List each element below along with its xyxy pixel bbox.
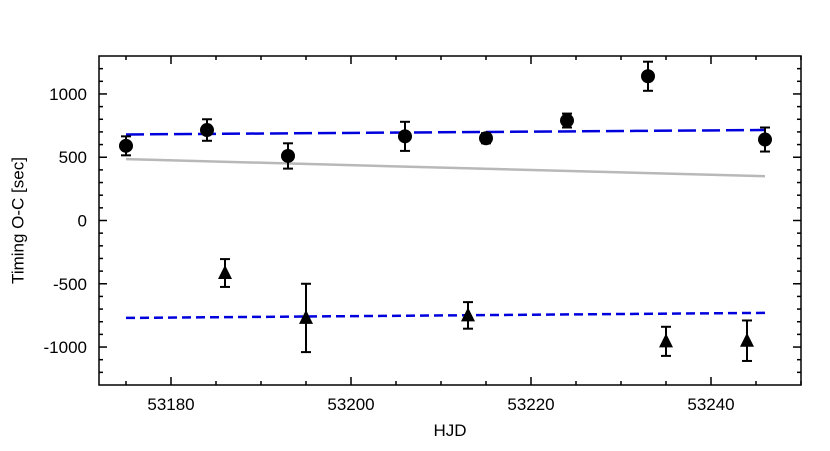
plot-data-layer	[119, 60, 772, 362]
triangle-data-point	[299, 282, 313, 354]
axis-ticks	[99, 56, 802, 385]
circle-marker	[200, 123, 214, 138]
x-tick-label: 53200	[327, 395, 374, 414]
circle-data-point	[560, 112, 574, 129]
triangle-marker	[299, 309, 313, 324]
circle-data-point	[641, 60, 655, 92]
triangle-marker	[461, 307, 475, 322]
circle-data-point	[479, 131, 493, 146]
y-axis-title: Timing O-C [sec]	[8, 157, 27, 284]
x-tick-label: 53180	[147, 395, 194, 414]
x-tick-label: 53220	[507, 395, 554, 414]
circle-marker	[398, 129, 412, 144]
triangle-marker	[659, 333, 673, 348]
axis-tick-labels: 53180 53200 53220 53240 -1000 -500 0 500 1000	[44, 85, 735, 414]
circle-marker	[119, 138, 133, 153]
triangle-marker	[740, 332, 754, 347]
circle-marker	[479, 131, 493, 146]
fit-line-short-dash	[125, 311, 766, 320]
circle-marker	[560, 113, 574, 128]
x-axis-title: HJD	[433, 421, 466, 440]
triangle-data-point	[461, 301, 475, 330]
circle-marker	[281, 148, 295, 163]
y-tick-label: 500	[59, 148, 87, 167]
x-tick-label: 53240	[687, 395, 734, 414]
y-tick-label: 1000	[49, 85, 87, 104]
fit-line-solid	[125, 157, 766, 178]
plot-frame	[98, 55, 802, 386]
y-tick-label: -500	[53, 275, 87, 294]
triangle-data-point	[659, 325, 673, 357]
triangle-data-point	[218, 258, 232, 288]
circle-data-point	[398, 120, 412, 152]
fit-line-long-dash	[125, 128, 766, 136]
triangle-data-point	[740, 319, 754, 362]
y-tick-label: -1000	[44, 338, 87, 357]
circle-data-point	[119, 135, 133, 157]
circle-marker	[758, 132, 772, 147]
triangle-marker	[218, 265, 232, 280]
circle-marker	[641, 69, 655, 84]
circle-data-point	[281, 142, 295, 170]
circle-data-point	[200, 118, 214, 142]
circle-data-point	[758, 126, 772, 153]
y-tick-label: 0	[78, 212, 87, 231]
